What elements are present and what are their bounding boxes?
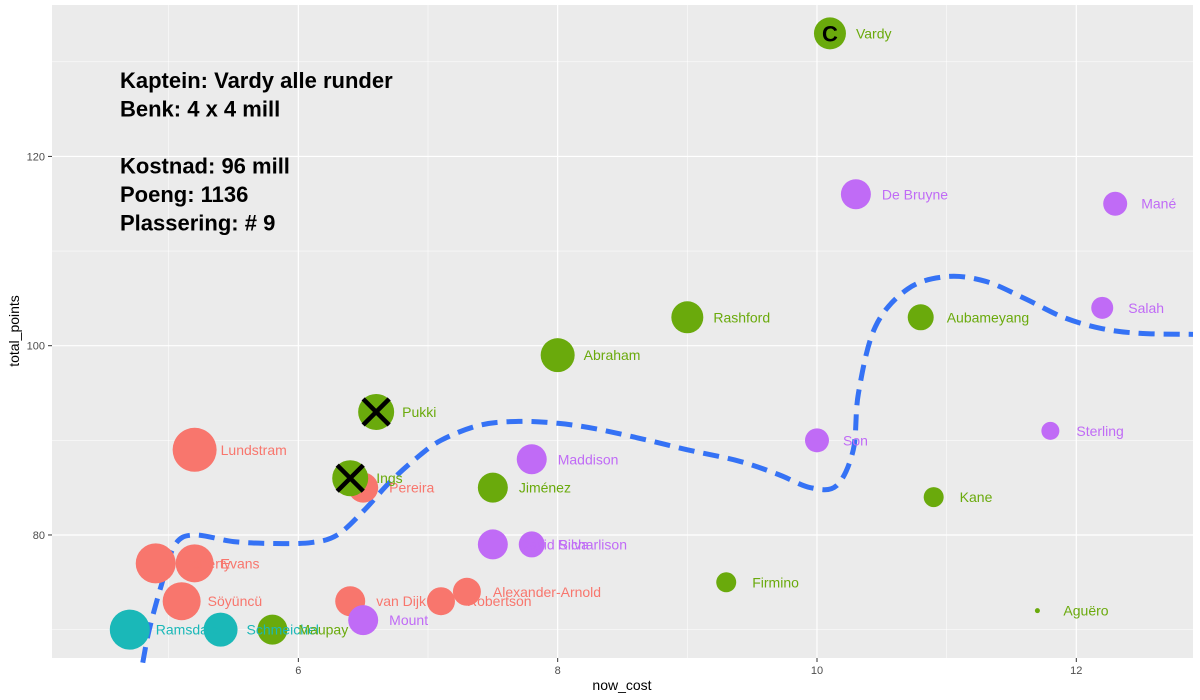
y-tick-label: 80 <box>33 530 45 542</box>
label-lundstram: Lundstram <box>221 442 287 458</box>
point-abraham <box>540 338 575 373</box>
label-evans: Evans <box>221 555 260 571</box>
point-salah <box>1091 296 1114 319</box>
point-aubameyang <box>907 304 934 331</box>
point-evans <box>175 544 214 583</box>
point-schmeichel <box>203 612 238 647</box>
point-firmino <box>716 572 737 593</box>
annotation-line: Kostnad: 96 mill <box>120 154 290 179</box>
annotation-line: Kaptein: Vardy alle runder <box>120 68 393 93</box>
x-tick-label: 10 <box>811 665 823 677</box>
point-vardy <box>813 17 846 50</box>
label-soyuncu: Söyüncü <box>208 593 262 609</box>
label-alexander-arnold: Alexander-Arnold <box>493 584 601 600</box>
point-lundstram <box>172 427 217 472</box>
label-jimenez: Jiménez <box>519 480 571 496</box>
label-mane: Mané <box>1141 196 1176 212</box>
label-van-dijk: van Dijk <box>376 593 427 609</box>
point-mane <box>1103 191 1128 216</box>
x-tick-label: 8 <box>555 665 561 677</box>
label-doherty: Doherty <box>182 555 231 571</box>
point-aguero <box>1034 608 1040 614</box>
x-axis-ticks: 6 8 10 12 <box>295 658 1082 677</box>
point-richarlison <box>518 531 545 558</box>
label-son: Son <box>843 432 868 448</box>
label-robertson: Robertson <box>467 593 532 609</box>
point-son <box>804 428 829 453</box>
point-mount <box>348 605 379 636</box>
label-kane: Kane <box>960 489 993 505</box>
point-maddison <box>516 444 547 475</box>
label-pukki: Pukki <box>402 404 436 420</box>
annotation-line: Benk: 4 x 4 mill <box>120 97 280 122</box>
point-soyuncu <box>162 582 201 621</box>
label-de-bruyne: De Bruyne <box>882 186 948 202</box>
label-sterling: Sterling <box>1076 423 1123 439</box>
point-sterling <box>1041 421 1060 440</box>
label-aguero: Aguëro <box>1063 603 1108 619</box>
major-gridlines <box>52 5 1193 658</box>
label-maddison: Maddison <box>558 451 619 467</box>
label-maupay: Maupay <box>298 622 348 638</box>
bench-x-marker <box>361 397 391 427</box>
label-salah: Salah <box>1128 300 1164 316</box>
point-labels: Vardy De Bruyne Mané Salah Rashford Aubameyan… <box>156 25 1177 637</box>
point-kane <box>923 487 944 508</box>
label-firmino: Firmino <box>752 574 799 590</box>
smooth-line-path <box>140 273 1194 664</box>
point-jimenez <box>477 472 508 503</box>
point-robertson <box>426 587 455 616</box>
label-abraham: Abraham <box>584 347 641 363</box>
y-tick-label: 120 <box>27 151 45 163</box>
point-doherty <box>135 543 176 584</box>
label-ramsdale: Ramsdale <box>156 622 219 638</box>
x-tick-label: 6 <box>295 665 301 677</box>
point-de-bruyne <box>840 179 871 210</box>
x-tick-label: 12 <box>1070 665 1082 677</box>
annotation-line: Plassering: # 9 <box>120 211 275 236</box>
annotation-line: Poeng: 1136 <box>120 182 248 207</box>
label-rashford: Rashford <box>713 309 770 325</box>
label-richarlison: Richarlison <box>558 536 627 552</box>
point-david-silva <box>477 529 508 560</box>
point-maupay <box>257 614 288 645</box>
captain-marker: C <box>822 21 838 46</box>
label-mount: Mount <box>389 612 428 628</box>
label-ings: Ings <box>376 470 402 486</box>
y-axis-ticks: 80 100 120 <box>27 151 52 542</box>
x-axis-title: now_cost <box>592 677 651 693</box>
label-david-silva: David Silva <box>519 536 589 552</box>
label-schmeichel: Schmeichel <box>247 622 319 638</box>
smooth-trend-line <box>140 273 1194 664</box>
bench-x-marker <box>335 463 365 493</box>
data-points: C <box>109 17 1128 650</box>
label-pereira: Pereira <box>389 480 434 496</box>
y-tick-label: 100 <box>27 341 45 353</box>
point-ramsdale <box>109 609 150 650</box>
y-axis-title: total_points <box>6 295 22 367</box>
label-aubameyang: Aubameyang <box>947 309 1030 325</box>
plot-panel <box>52 5 1193 658</box>
annotation-block: Kaptein: Vardy alle runder Benk: 4 x 4 mi… <box>120 68 393 236</box>
label-vardy: Vardy <box>856 25 892 41</box>
point-alexander-arnold <box>452 577 481 606</box>
point-rashford <box>671 301 704 334</box>
